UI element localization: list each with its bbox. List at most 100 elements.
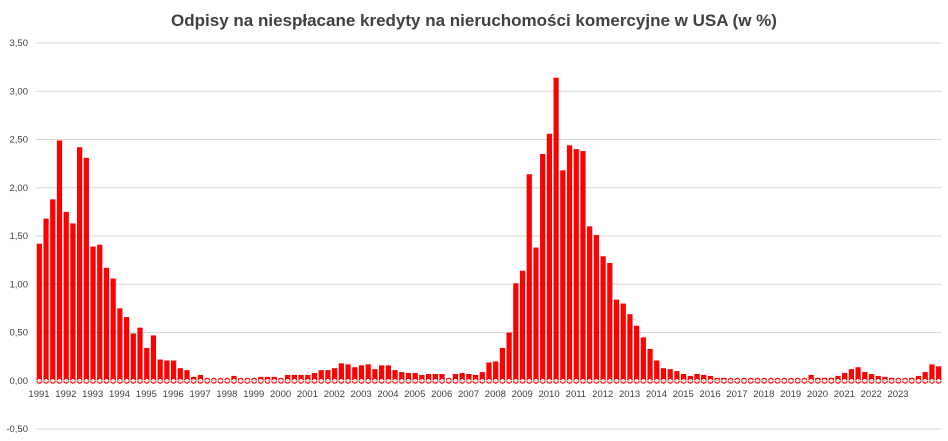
bar — [90, 246, 96, 381]
y-tick-label: 0,50 — [10, 328, 29, 339]
x-tick-label: 2010 — [538, 389, 559, 400]
bar — [144, 347, 150, 381]
bar — [399, 372, 405, 381]
bar — [157, 359, 163, 381]
x-tick-label: 1999 — [243, 389, 264, 400]
bar — [566, 145, 573, 381]
bar — [506, 332, 512, 381]
x-tick-label: 2009 — [512, 389, 533, 400]
bar — [600, 256, 606, 381]
bar — [358, 365, 365, 381]
bar — [56, 140, 63, 381]
y-axis-ticks: -0,50 0,00 0,50 1,00 1,50 2,00 2,50 3,00 3,50 — [6, 38, 28, 435]
bar — [372, 369, 378, 381]
bar — [110, 278, 116, 381]
y-tick-label: 3,50 — [10, 38, 29, 49]
bar — [580, 151, 586, 381]
x-tick-label: 2001 — [297, 389, 318, 400]
bar — [311, 373, 318, 381]
y-tick-label: 1,50 — [10, 231, 29, 242]
x-axis-ticks: 1991 1992 1993 1994 1995 1996 1997 1998 1999 2000… — [28, 389, 908, 400]
x-tick-label: 2022 — [861, 389, 882, 400]
bar — [459, 373, 465, 381]
bar — [540, 153, 546, 381]
bar — [694, 374, 700, 381]
bar — [855, 367, 861, 381]
bar — [425, 374, 432, 381]
bar — [493, 361, 499, 381]
x-tick-label: 1996 — [163, 389, 184, 400]
bar — [392, 370, 398, 381]
chart-title: Odpisy na niespłacane kredyty na nieruch… — [171, 11, 777, 30]
bar — [97, 244, 103, 381]
bar — [379, 365, 385, 381]
bar — [432, 374, 438, 381]
bar — [647, 348, 653, 381]
bar — [150, 335, 157, 381]
bar — [412, 373, 418, 381]
bar — [674, 371, 680, 381]
bar — [36, 243, 42, 381]
bar — [936, 366, 942, 381]
bar — [513, 283, 519, 381]
x-tick-label: 2017 — [726, 389, 747, 400]
bar — [848, 369, 855, 381]
y-tick-label: -0,50 — [6, 424, 28, 435]
bar — [640, 337, 646, 381]
x-tick-label: 2006 — [431, 389, 452, 400]
x-tick-label: 2018 — [753, 389, 774, 400]
y-tick-label: 2,00 — [10, 183, 29, 194]
bar — [862, 372, 868, 381]
bar — [332, 368, 338, 381]
y-tick-label: 2,50 — [10, 135, 29, 146]
bar — [499, 347, 506, 381]
bar — [130, 333, 136, 381]
bar — [486, 362, 492, 381]
bar — [573, 149, 579, 381]
bar — [352, 367, 358, 381]
bars — [36, 77, 942, 384]
bar — [654, 360, 660, 381]
bar — [318, 370, 324, 381]
x-tick-label: 1991 — [28, 389, 49, 400]
x-tick-label: 2015 — [673, 389, 694, 400]
bar — [922, 372, 928, 381]
bar — [560, 170, 566, 381]
x-tick-label: 2023 — [887, 389, 908, 400]
x-tick-label: 2003 — [351, 389, 372, 400]
x-tick-label: 2005 — [404, 389, 425, 400]
y-tick-label: 1,00 — [10, 279, 29, 290]
bar — [466, 374, 472, 381]
bar — [842, 373, 848, 381]
x-tick-label: 1998 — [216, 389, 237, 400]
bar — [103, 267, 110, 381]
x-tick-label: 2016 — [700, 389, 721, 400]
bar — [607, 263, 613, 381]
bar — [667, 369, 673, 381]
x-tick-label: 1994 — [109, 389, 130, 400]
x-tick-label: 2002 — [324, 389, 345, 400]
x-tick-label: 2008 — [485, 389, 506, 400]
x-tick-label: 1993 — [82, 389, 103, 400]
bar — [325, 370, 331, 381]
x-tick-label: 1992 — [55, 389, 76, 400]
x-tick-label: 2011 — [566, 389, 586, 400]
bar — [77, 147, 83, 381]
x-tick-label: 1995 — [136, 389, 157, 400]
bar — [587, 226, 593, 381]
bar — [613, 299, 620, 381]
y-tick-label: 0,00 — [10, 376, 29, 387]
bar — [385, 365, 391, 381]
bar — [519, 270, 526, 381]
bar — [184, 370, 190, 381]
x-tick-label: 2013 — [619, 389, 640, 400]
bar — [533, 247, 539, 381]
bar — [634, 325, 640, 381]
bar — [50, 199, 56, 381]
bar — [117, 308, 123, 381]
bar — [83, 157, 89, 381]
bar — [365, 364, 371, 381]
x-tick-label: 2019 — [780, 389, 801, 400]
